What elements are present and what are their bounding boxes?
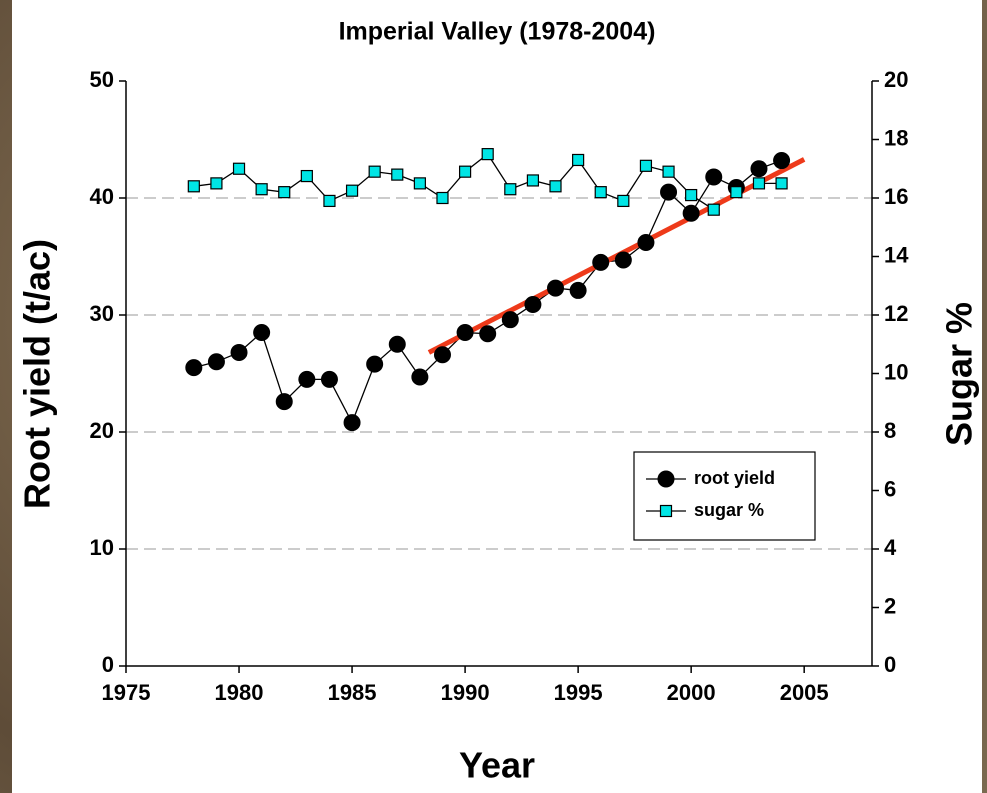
chart-title: Imperial Valley (1978-2004) xyxy=(339,18,656,46)
data-point xyxy=(255,183,268,196)
data-point xyxy=(752,177,766,190)
data-point xyxy=(391,168,404,181)
y2-tick-label: 0 xyxy=(884,652,896,677)
legend-label: root yield xyxy=(694,468,775,488)
y2-tick-label: 18 xyxy=(884,125,908,150)
y2-axis-title: Sugar % xyxy=(939,302,980,446)
data-point xyxy=(594,186,607,199)
data-point xyxy=(185,359,203,377)
y2-tick-label: 10 xyxy=(884,359,908,384)
data-point xyxy=(345,184,359,197)
y2-tick-label: 6 xyxy=(884,476,896,501)
y-tick-label: 0 xyxy=(102,652,114,677)
x-axis-title: Year xyxy=(459,745,535,786)
data-point xyxy=(572,153,585,167)
data-point xyxy=(504,183,517,196)
data-point xyxy=(368,165,381,178)
data-point xyxy=(775,177,788,190)
data-point xyxy=(730,186,743,199)
data-point xyxy=(501,311,519,329)
y2-tick-label: 16 xyxy=(884,184,908,209)
data-point xyxy=(232,162,246,175)
data-point xyxy=(526,174,540,187)
data-point xyxy=(682,204,700,222)
data-point xyxy=(750,160,768,178)
legend-label: sugar % xyxy=(694,500,764,520)
data-point xyxy=(662,165,675,178)
y-tick-label: 30 xyxy=(90,301,114,326)
y2-tick-label: 14 xyxy=(884,242,909,267)
data-point xyxy=(187,180,200,193)
legend-box xyxy=(633,451,816,541)
data-point xyxy=(592,253,610,271)
y2-tick-label: 2 xyxy=(884,593,896,618)
data-point xyxy=(411,368,429,386)
data-point xyxy=(569,281,587,299)
data-point xyxy=(617,194,630,208)
data-point xyxy=(343,414,361,432)
data-point xyxy=(253,324,271,342)
chart-panel xyxy=(12,0,982,793)
x-tick-label: 1995 xyxy=(554,680,603,705)
y-tick-label: 20 xyxy=(90,418,114,443)
data-point xyxy=(547,279,565,297)
y-tick-label: 10 xyxy=(90,535,114,560)
x-tick-label: 2005 xyxy=(780,680,829,705)
data-point xyxy=(707,203,720,216)
data-point xyxy=(320,370,338,388)
data-point xyxy=(230,343,248,361)
data-point xyxy=(456,324,474,342)
data-point xyxy=(660,183,678,201)
data-point xyxy=(388,335,406,353)
x-tick-label: 1985 xyxy=(328,680,377,705)
x-tick-label: 1990 xyxy=(441,680,490,705)
data-point xyxy=(207,353,225,371)
data-point xyxy=(479,325,497,343)
data-point xyxy=(210,177,223,190)
data-point xyxy=(773,152,791,170)
data-point xyxy=(637,233,655,251)
data-point xyxy=(685,188,698,202)
legend-marker xyxy=(659,504,673,518)
data-point xyxy=(614,251,632,269)
data-point xyxy=(481,148,494,161)
data-point xyxy=(549,180,562,193)
y2-tick-label: 12 xyxy=(884,301,908,326)
data-point xyxy=(323,194,336,208)
data-point xyxy=(298,370,316,388)
legend-marker xyxy=(657,470,675,488)
y-axis-title: Root yield (t/ac) xyxy=(17,239,58,509)
x-tick-label: 1980 xyxy=(215,680,264,705)
x-tick-label: 1975 xyxy=(102,680,151,705)
data-point xyxy=(278,186,291,199)
data-point xyxy=(413,177,426,190)
y2-tick-label: 8 xyxy=(884,418,896,443)
data-point xyxy=(524,295,542,313)
data-point xyxy=(458,165,472,178)
data-point xyxy=(366,355,384,373)
data-point xyxy=(275,393,293,411)
data-point xyxy=(300,169,313,183)
data-point xyxy=(433,346,451,364)
x-tick-label: 2000 xyxy=(667,680,716,705)
y2-tick-label: 4 xyxy=(884,535,897,560)
data-point xyxy=(436,191,449,205)
y-tick-label: 40 xyxy=(90,184,114,209)
y2-tick-label: 20 xyxy=(884,67,908,92)
y-tick-label: 50 xyxy=(90,67,114,92)
data-point xyxy=(705,168,723,186)
data-point xyxy=(639,159,653,172)
